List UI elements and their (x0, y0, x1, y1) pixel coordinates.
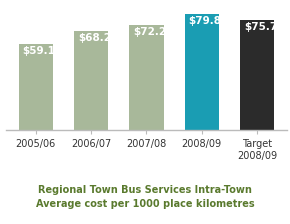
Bar (240, 20, 274, 130)
Bar (185, 14, 219, 130)
Text: $59.19: $59.19 (22, 46, 62, 56)
Text: $68.29: $68.29 (78, 33, 118, 43)
Text: $75.73: $75.73 (244, 22, 284, 32)
Text: $79.88: $79.88 (188, 16, 229, 26)
Text: $72.27: $72.27 (133, 27, 174, 37)
Bar (129, 25, 164, 130)
Bar (19, 44, 53, 130)
Text: Regional Town Bus Services Intra-Town
Average cost per 1000 place kilometres: Regional Town Bus Services Intra-Town Av… (36, 185, 254, 209)
Bar (74, 31, 108, 130)
